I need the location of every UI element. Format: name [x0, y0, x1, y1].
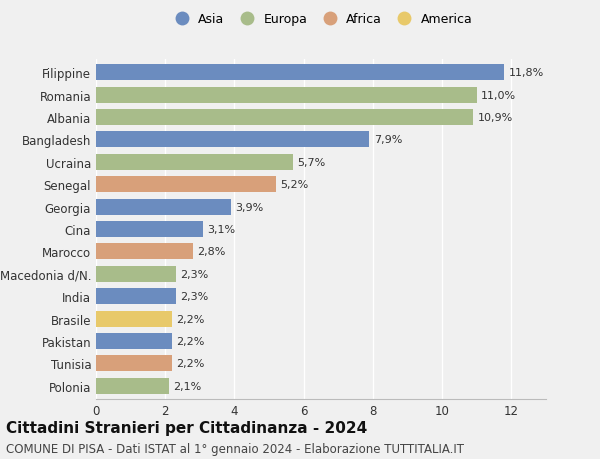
Bar — [96, 244, 193, 260]
Text: 2,2%: 2,2% — [176, 336, 205, 346]
Text: 2,2%: 2,2% — [176, 358, 205, 369]
Text: COMUNE DI PISA - Dati ISTAT al 1° gennaio 2024 - Elaborazione TUTTITALIA.IT: COMUNE DI PISA - Dati ISTAT al 1° gennai… — [6, 442, 464, 454]
Bar — [96, 221, 203, 238]
Text: 11,0%: 11,0% — [481, 90, 516, 101]
Bar — [96, 289, 176, 305]
Text: 10,9%: 10,9% — [478, 113, 513, 123]
Text: 2,8%: 2,8% — [197, 247, 226, 257]
Text: 2,2%: 2,2% — [176, 314, 205, 324]
Bar — [96, 177, 276, 193]
Text: 3,1%: 3,1% — [208, 224, 236, 235]
Bar — [96, 132, 370, 148]
Text: 7,9%: 7,9% — [374, 135, 402, 145]
Bar — [96, 266, 176, 282]
Text: 11,8%: 11,8% — [509, 68, 544, 78]
Text: 5,7%: 5,7% — [298, 157, 326, 168]
Text: 3,9%: 3,9% — [235, 202, 263, 212]
Bar — [96, 378, 169, 394]
Bar — [96, 199, 231, 215]
Bar — [96, 356, 172, 372]
Bar — [96, 333, 172, 349]
Bar — [96, 65, 505, 81]
Bar — [96, 110, 473, 126]
Text: 2,3%: 2,3% — [180, 269, 208, 279]
Text: 2,3%: 2,3% — [180, 291, 208, 302]
Text: 5,2%: 5,2% — [280, 180, 308, 190]
Text: 2,1%: 2,1% — [173, 381, 201, 391]
Bar — [96, 311, 172, 327]
Text: Cittadini Stranieri per Cittadinanza - 2024: Cittadini Stranieri per Cittadinanza - 2… — [6, 420, 367, 435]
Bar — [96, 154, 293, 170]
Bar — [96, 87, 477, 103]
Legend: Asia, Europa, Africa, America: Asia, Europa, Africa, America — [170, 13, 472, 26]
